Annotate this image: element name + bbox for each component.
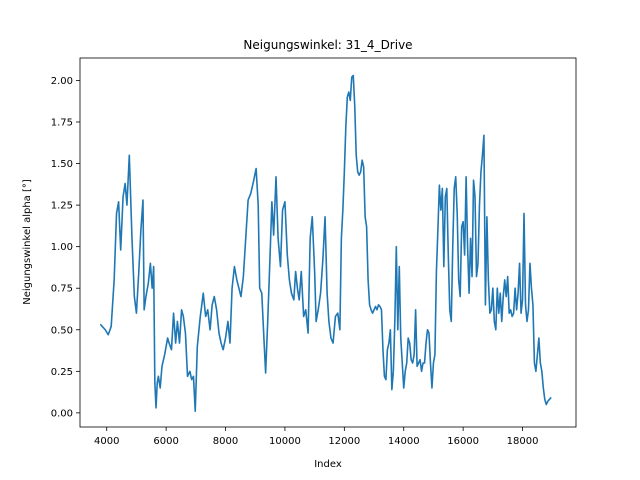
y-tick-label: 0.75 [51,284,73,295]
y-tick-label: 1.75 [51,117,73,128]
chart-title: Neigungswinkel: 31_4_Drive [243,38,412,52]
series-layer [99,74,552,413]
y-tick-label: 0.25 [51,367,73,378]
x-axis: 4000 6000 8000 10000 12000 14000 16000 18000 [94,427,538,447]
y-tick-label: 2.00 [51,76,73,87]
y-tick-label: 1.00 [51,242,73,253]
y-axis: 0.00 0.25 0.50 0.75 1.00 1.25 1.50 1.75 2.00 [51,76,80,419]
x-tick-label: 16000 [447,436,479,447]
y-tick-label: 1.25 [51,201,73,212]
y-tick-label: 0.50 [51,325,73,336]
x-tick-label: 18000 [507,436,539,447]
x-tick-label: 12000 [328,436,360,447]
x-tick-label: 8000 [213,436,238,447]
x-tick-label: 14000 [388,436,420,447]
x-tick-label: 6000 [153,436,178,447]
plot-frame [79,57,577,428]
x-tick-label: 4000 [94,436,119,447]
y-tick-label: 0.00 [51,408,73,419]
y-tick-label: 1.50 [51,159,73,170]
y-axis-label: Neigungswinkel alpha [°] [22,179,33,305]
series-line-0 [99,74,552,413]
x-tick-label: 10000 [269,436,301,447]
x-axis-label: Index [314,459,342,470]
